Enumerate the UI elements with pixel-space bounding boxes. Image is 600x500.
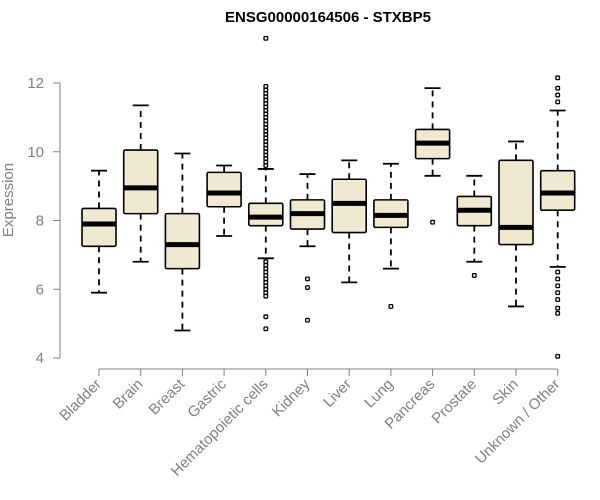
outlier-point (305, 276, 310, 282)
chart-title: ENSG00000164506 - STXBP5 (225, 9, 431, 26)
box-breast (164, 152, 201, 332)
y-tick-label: 10 (27, 144, 44, 161)
iqr-box (498, 159, 534, 246)
y-tick-label: 12 (27, 75, 44, 92)
outlier-point (263, 326, 269, 332)
outlier-point (555, 269, 561, 275)
y-tick-label: 6 (36, 281, 44, 298)
y-axis-label: Expression (0, 163, 17, 237)
y-axis: 4 6 8 10 12 (27, 75, 61, 367)
iqr-box (206, 171, 242, 208)
outlier-point (305, 317, 310, 323)
box-liver (331, 159, 368, 284)
x-tick-label-lung: Lung (361, 376, 397, 412)
outlier-point (555, 75, 561, 81)
box-hematopoietic-cells (248, 35, 284, 332)
outlier-point (555, 310, 561, 316)
outlier-point (555, 276, 561, 282)
y-tick-label: 4 (36, 350, 44, 367)
outlier-point (263, 314, 269, 320)
iqr-box (164, 212, 201, 270)
outlier-point (305, 285, 310, 290)
box-unknown-other (539, 75, 576, 359)
box-kidney (289, 173, 326, 323)
x-tick-label-breast: Breast (146, 375, 189, 418)
iqr-box (81, 207, 117, 248)
outlier-point (555, 85, 561, 91)
iqr-box (539, 169, 576, 211)
outlier-point (555, 305, 561, 311)
x-tick-label-skin: Skin (489, 376, 522, 409)
outlier-point (263, 163, 269, 168)
box-prostate (456, 174, 493, 278)
outlier-point (555, 290, 561, 296)
box-bladder (81, 169, 117, 294)
outlier-point (263, 293, 269, 299)
box-skin (498, 140, 534, 308)
outlier-point (555, 297, 561, 303)
outlier-point (388, 303, 394, 309)
box-lung (373, 162, 409, 309)
x-tick-label-kidney: Kidney (269, 375, 314, 420)
iqr-box (331, 178, 368, 234)
iqr-box (122, 149, 159, 215)
iqr-box (248, 202, 284, 227)
outlier-point (430, 219, 436, 225)
x-tick-label-brain: Brain (110, 376, 147, 413)
x-tick-label-prostate: Prostate (429, 376, 481, 428)
y-tick-label: 8 (36, 213, 44, 230)
outlier-point (555, 283, 561, 289)
box-gastric (206, 164, 242, 237)
x-tick-label-liver: Liver (320, 376, 355, 411)
box-series (81, 35, 576, 359)
box-pancreas (414, 87, 451, 225)
outlier-point (555, 92, 561, 98)
outlier-point (555, 99, 561, 105)
box-brain (122, 104, 159, 263)
outlier-point (263, 35, 269, 41)
outlier-point (555, 353, 561, 359)
x-tick-label-bladder: Bladder (56, 376, 105, 425)
outlier-point (471, 273, 477, 278)
